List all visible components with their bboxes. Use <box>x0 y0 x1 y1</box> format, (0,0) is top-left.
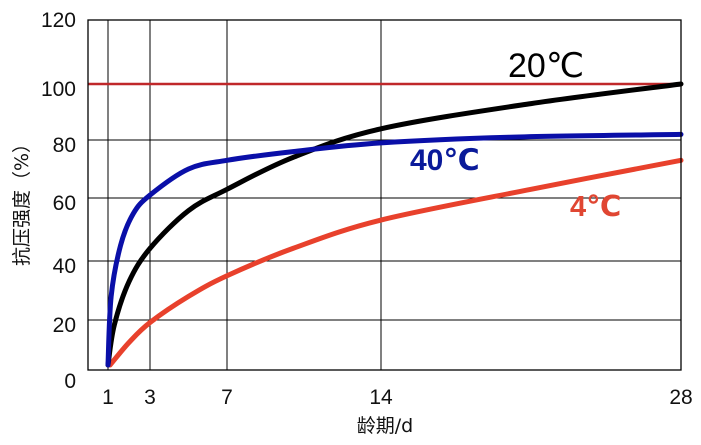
y-axis-title: 抗压强度（%） <box>11 134 33 266</box>
y-tick-label: 120 <box>41 9 76 32</box>
series-line-4c <box>107 157 684 368</box>
y-tick-label: 20 <box>53 314 76 337</box>
series-label-4c: 4℃ <box>570 191 621 223</box>
y-tick-label: 80 <box>53 134 76 157</box>
y-tick-label: 60 <box>53 192 76 215</box>
x-tick-label: 14 <box>369 386 393 409</box>
y-tick-label: 100 <box>41 78 76 101</box>
series-lines <box>88 81 684 368</box>
series-label-20c: 20℃ <box>508 47 584 85</box>
x-tick-label: 7 <box>221 386 233 409</box>
plot-frame <box>87 19 682 371</box>
y-tick-label: 0 <box>64 370 76 393</box>
series-line-40c <box>105 131 684 368</box>
y-tick-label: 40 <box>53 255 76 278</box>
x-tick-label: 28 <box>669 386 692 409</box>
series-line-20c <box>105 81 684 368</box>
x-tick-label: 1 <box>102 386 114 409</box>
x-tick-label: 3 <box>144 386 156 409</box>
x-axis-title: 龄期/d <box>357 415 413 437</box>
series-label-40c: 40℃ <box>410 144 480 177</box>
tick-labels: 1 3 7 14 28 0 20 40 60 80 100 120 <box>41 9 693 409</box>
